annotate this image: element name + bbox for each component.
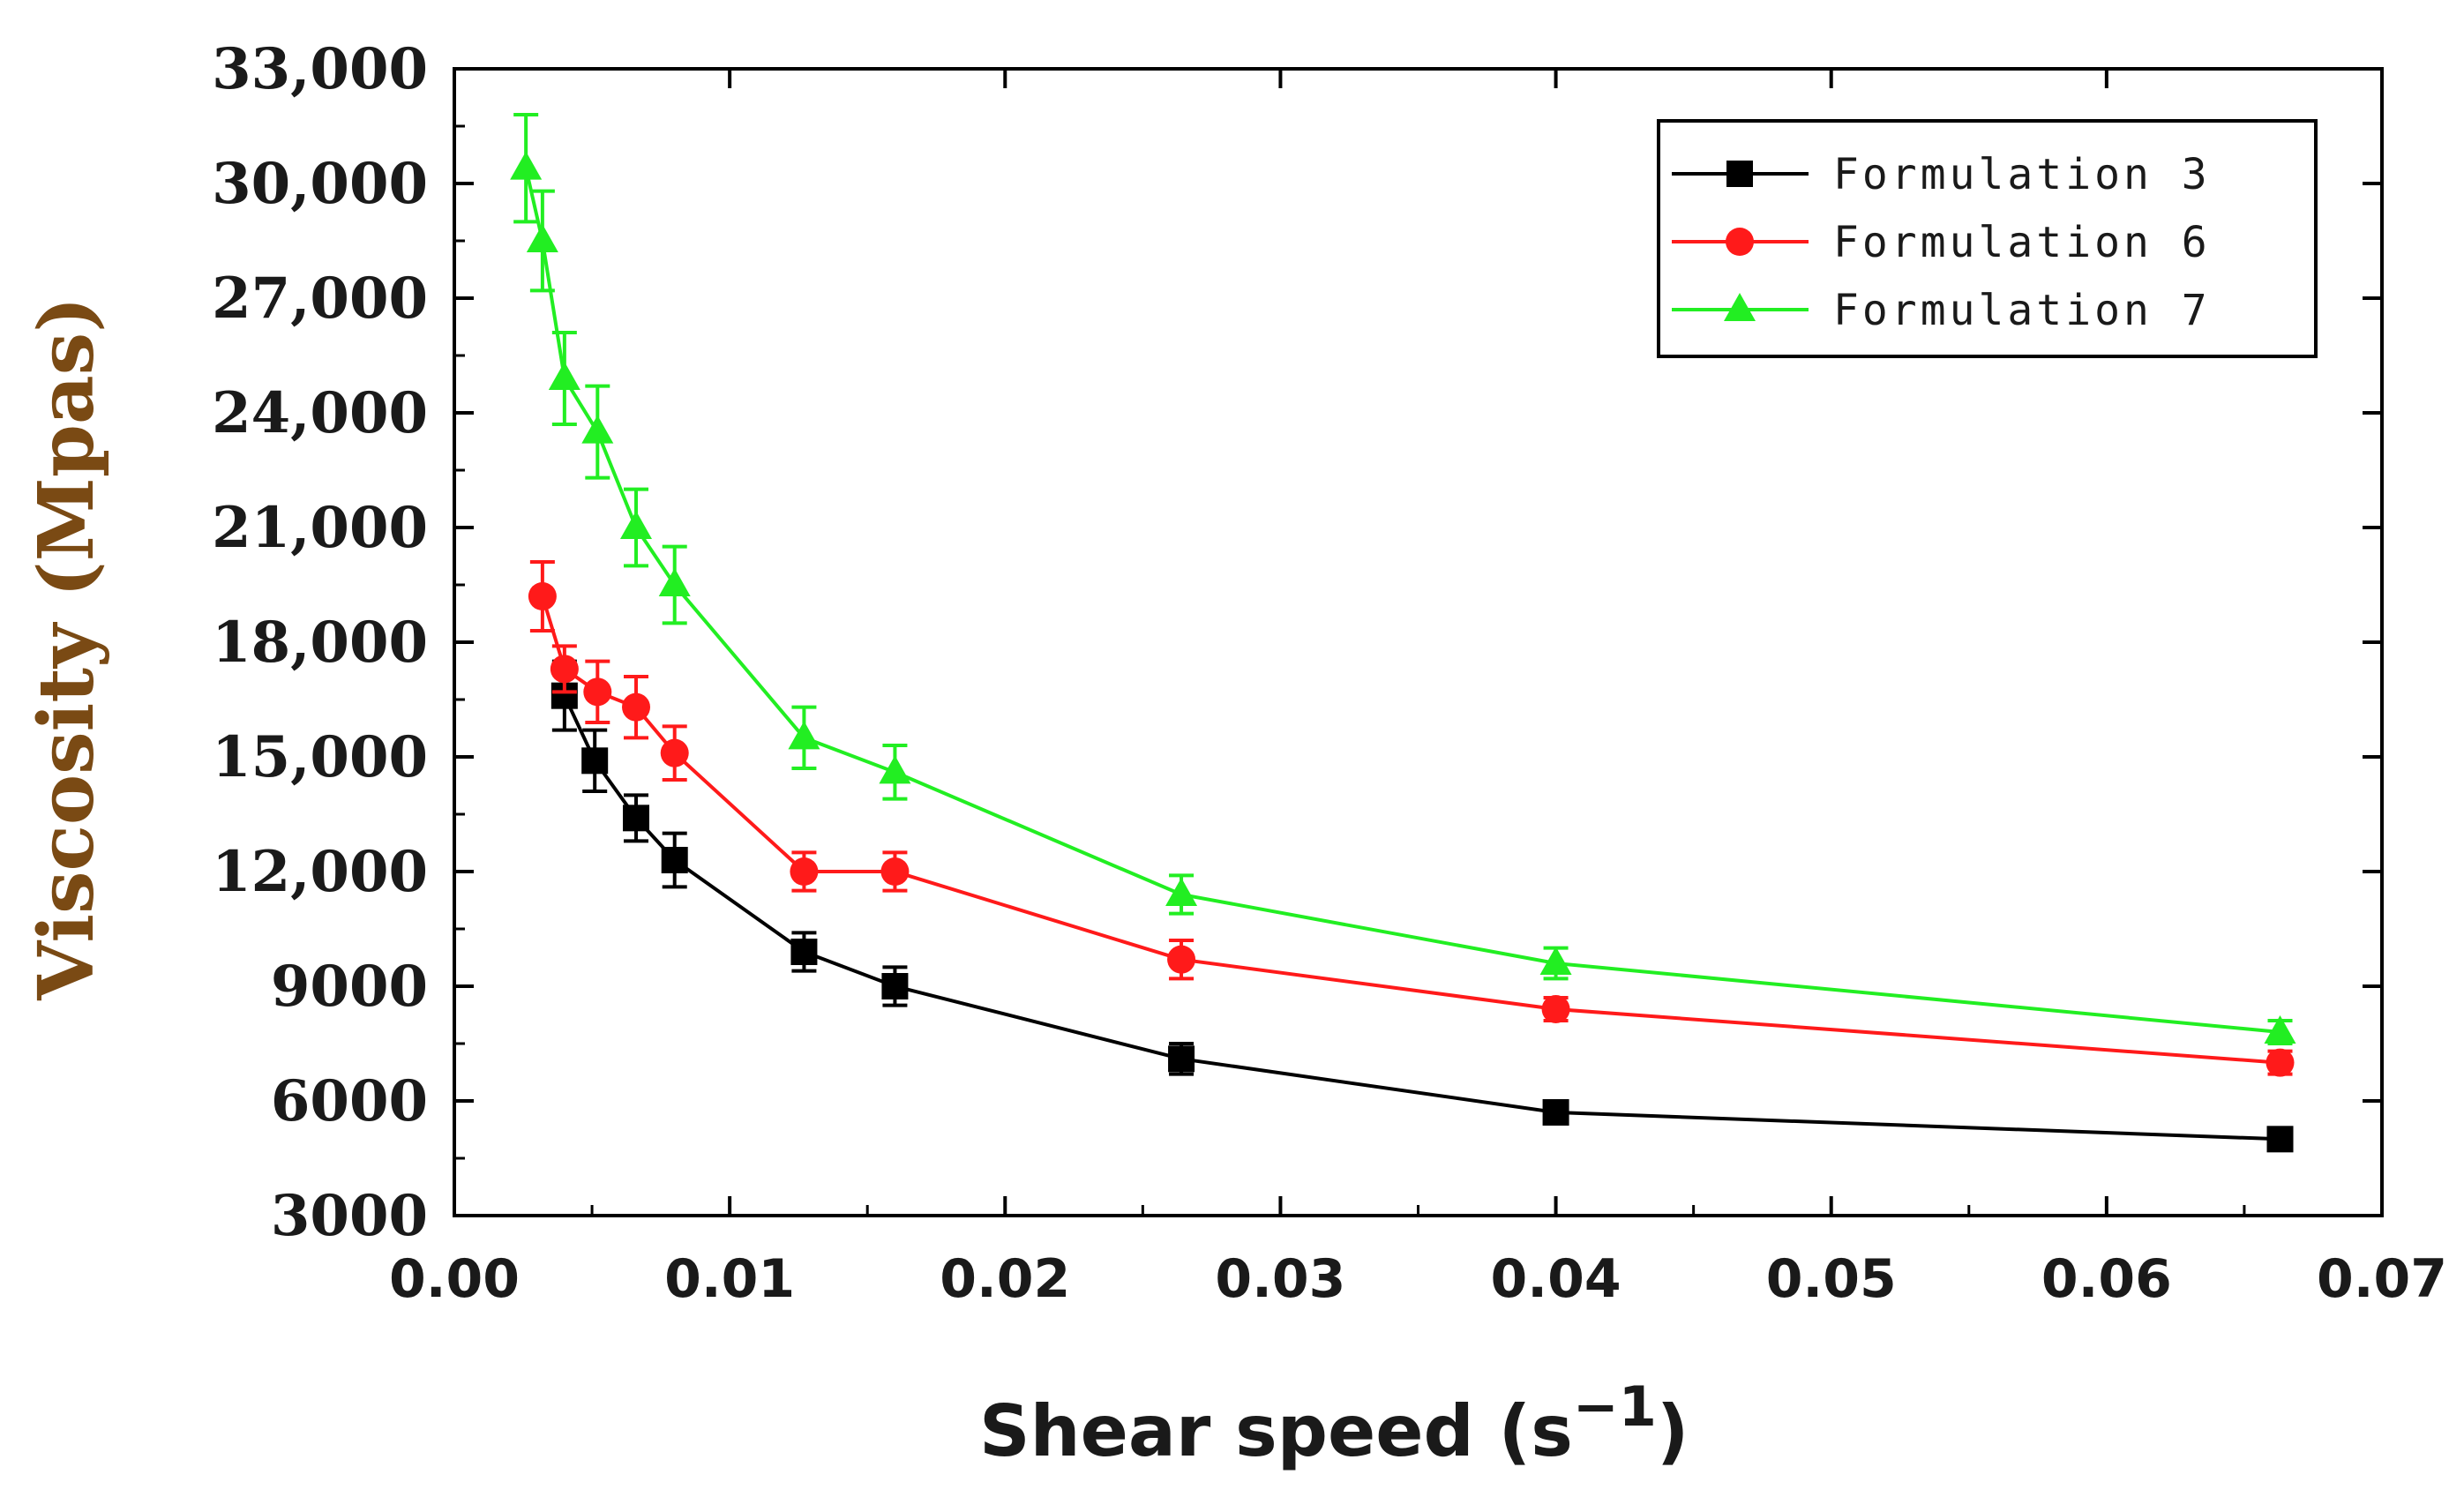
data-point <box>1167 945 1196 974</box>
data-point <box>2264 1015 2296 1044</box>
legend-label: Formulation 6 <box>1833 218 2211 267</box>
y-tick-label: 33,000 <box>212 36 428 102</box>
series-line <box>563 694 2281 1141</box>
axes: 3000 6000 9000 12,000 15,000 18,000 21,000 24,0… <box>212 36 2447 1310</box>
data-point <box>1541 995 1570 1023</box>
y-tick-label: 6000 <box>271 1068 428 1134</box>
legend: Formulation 3 Formulation 6 Formulation 7 <box>1657 119 2318 358</box>
y-tick-label: 18,000 <box>212 610 428 676</box>
data-point <box>1542 1099 1569 1126</box>
data-point <box>661 847 688 873</box>
data-point <box>1168 1045 1195 1073</box>
y-tick-label: 24,000 <box>212 380 428 446</box>
data-point <box>526 224 558 252</box>
series-formulation-7 <box>510 113 2296 1045</box>
y-tick-label: 30,000 <box>212 151 428 217</box>
data-point <box>790 939 818 965</box>
legend-entry: Formulation 6 <box>1672 218 2211 267</box>
series-layer <box>510 113 2296 1153</box>
data-point <box>1165 878 1198 906</box>
series-formulation-6 <box>528 560 2295 1077</box>
x-axis-label-main: Shear speed (s <box>979 1390 1573 1472</box>
data-point <box>881 973 909 999</box>
data-point <box>790 857 819 886</box>
data-point <box>583 677 612 707</box>
y-tick-label: 12,000 <box>212 839 428 905</box>
legend-label: Formulation 3 <box>1833 150 2211 199</box>
data-point <box>620 511 653 539</box>
data-point <box>1539 947 1572 975</box>
data-point <box>788 721 820 750</box>
x-tick-label: 0.07 <box>2317 1248 2447 1310</box>
legend-marker <box>1726 228 1754 256</box>
legend-marker <box>1724 293 1756 321</box>
legend-marker <box>1726 161 1753 187</box>
y-tick-label: 15,000 <box>212 724 428 790</box>
data-point <box>660 738 689 767</box>
legend-entry: Formulation 3 <box>1672 150 2211 199</box>
x-tick-label: 0.04 <box>1491 1248 1621 1310</box>
series-line <box>540 595 2281 1065</box>
x-tick-label: 0.01 <box>664 1248 795 1310</box>
legend-label: Formulation 7 <box>1833 286 2211 335</box>
data-point <box>550 655 579 684</box>
data-point <box>581 415 614 444</box>
x-axis-label-superscript: −1 <box>1573 1374 1657 1439</box>
series-formulation-3 <box>550 659 2294 1153</box>
data-point <box>2266 1048 2295 1077</box>
data-point <box>622 692 651 722</box>
x-tick-label: 0.00 <box>389 1248 520 1310</box>
data-point <box>581 747 609 775</box>
y-tick-label: 27,000 <box>212 266 428 332</box>
x-tick-label: 0.03 <box>1215 1248 1345 1310</box>
data-point <box>548 362 580 390</box>
legend-entry: Formulation 7 <box>1672 286 2211 335</box>
x-tick-label: 0.02 <box>940 1248 1070 1310</box>
data-point <box>879 755 911 784</box>
y-axis-label: Viscosity (Mpas) <box>22 296 111 1001</box>
data-point <box>528 582 557 610</box>
y-tick-label: 21,000 <box>212 495 428 561</box>
x-tick-label: 0.05 <box>1766 1248 1897 1310</box>
y-tick-label: 9000 <box>271 954 428 1020</box>
x-axis-label: Shear speed (s−1) <box>979 1374 1689 1472</box>
data-point <box>510 151 543 180</box>
data-point <box>623 805 650 832</box>
legend-box <box>1657 119 2318 358</box>
data-point <box>880 857 910 886</box>
y-tick-label: 3000 <box>271 1183 428 1249</box>
x-tick-label: 0.06 <box>2041 1248 2172 1310</box>
data-point <box>658 568 691 596</box>
data-point <box>2266 1126 2294 1153</box>
x-axis-label-close: ) <box>1657 1390 1689 1472</box>
